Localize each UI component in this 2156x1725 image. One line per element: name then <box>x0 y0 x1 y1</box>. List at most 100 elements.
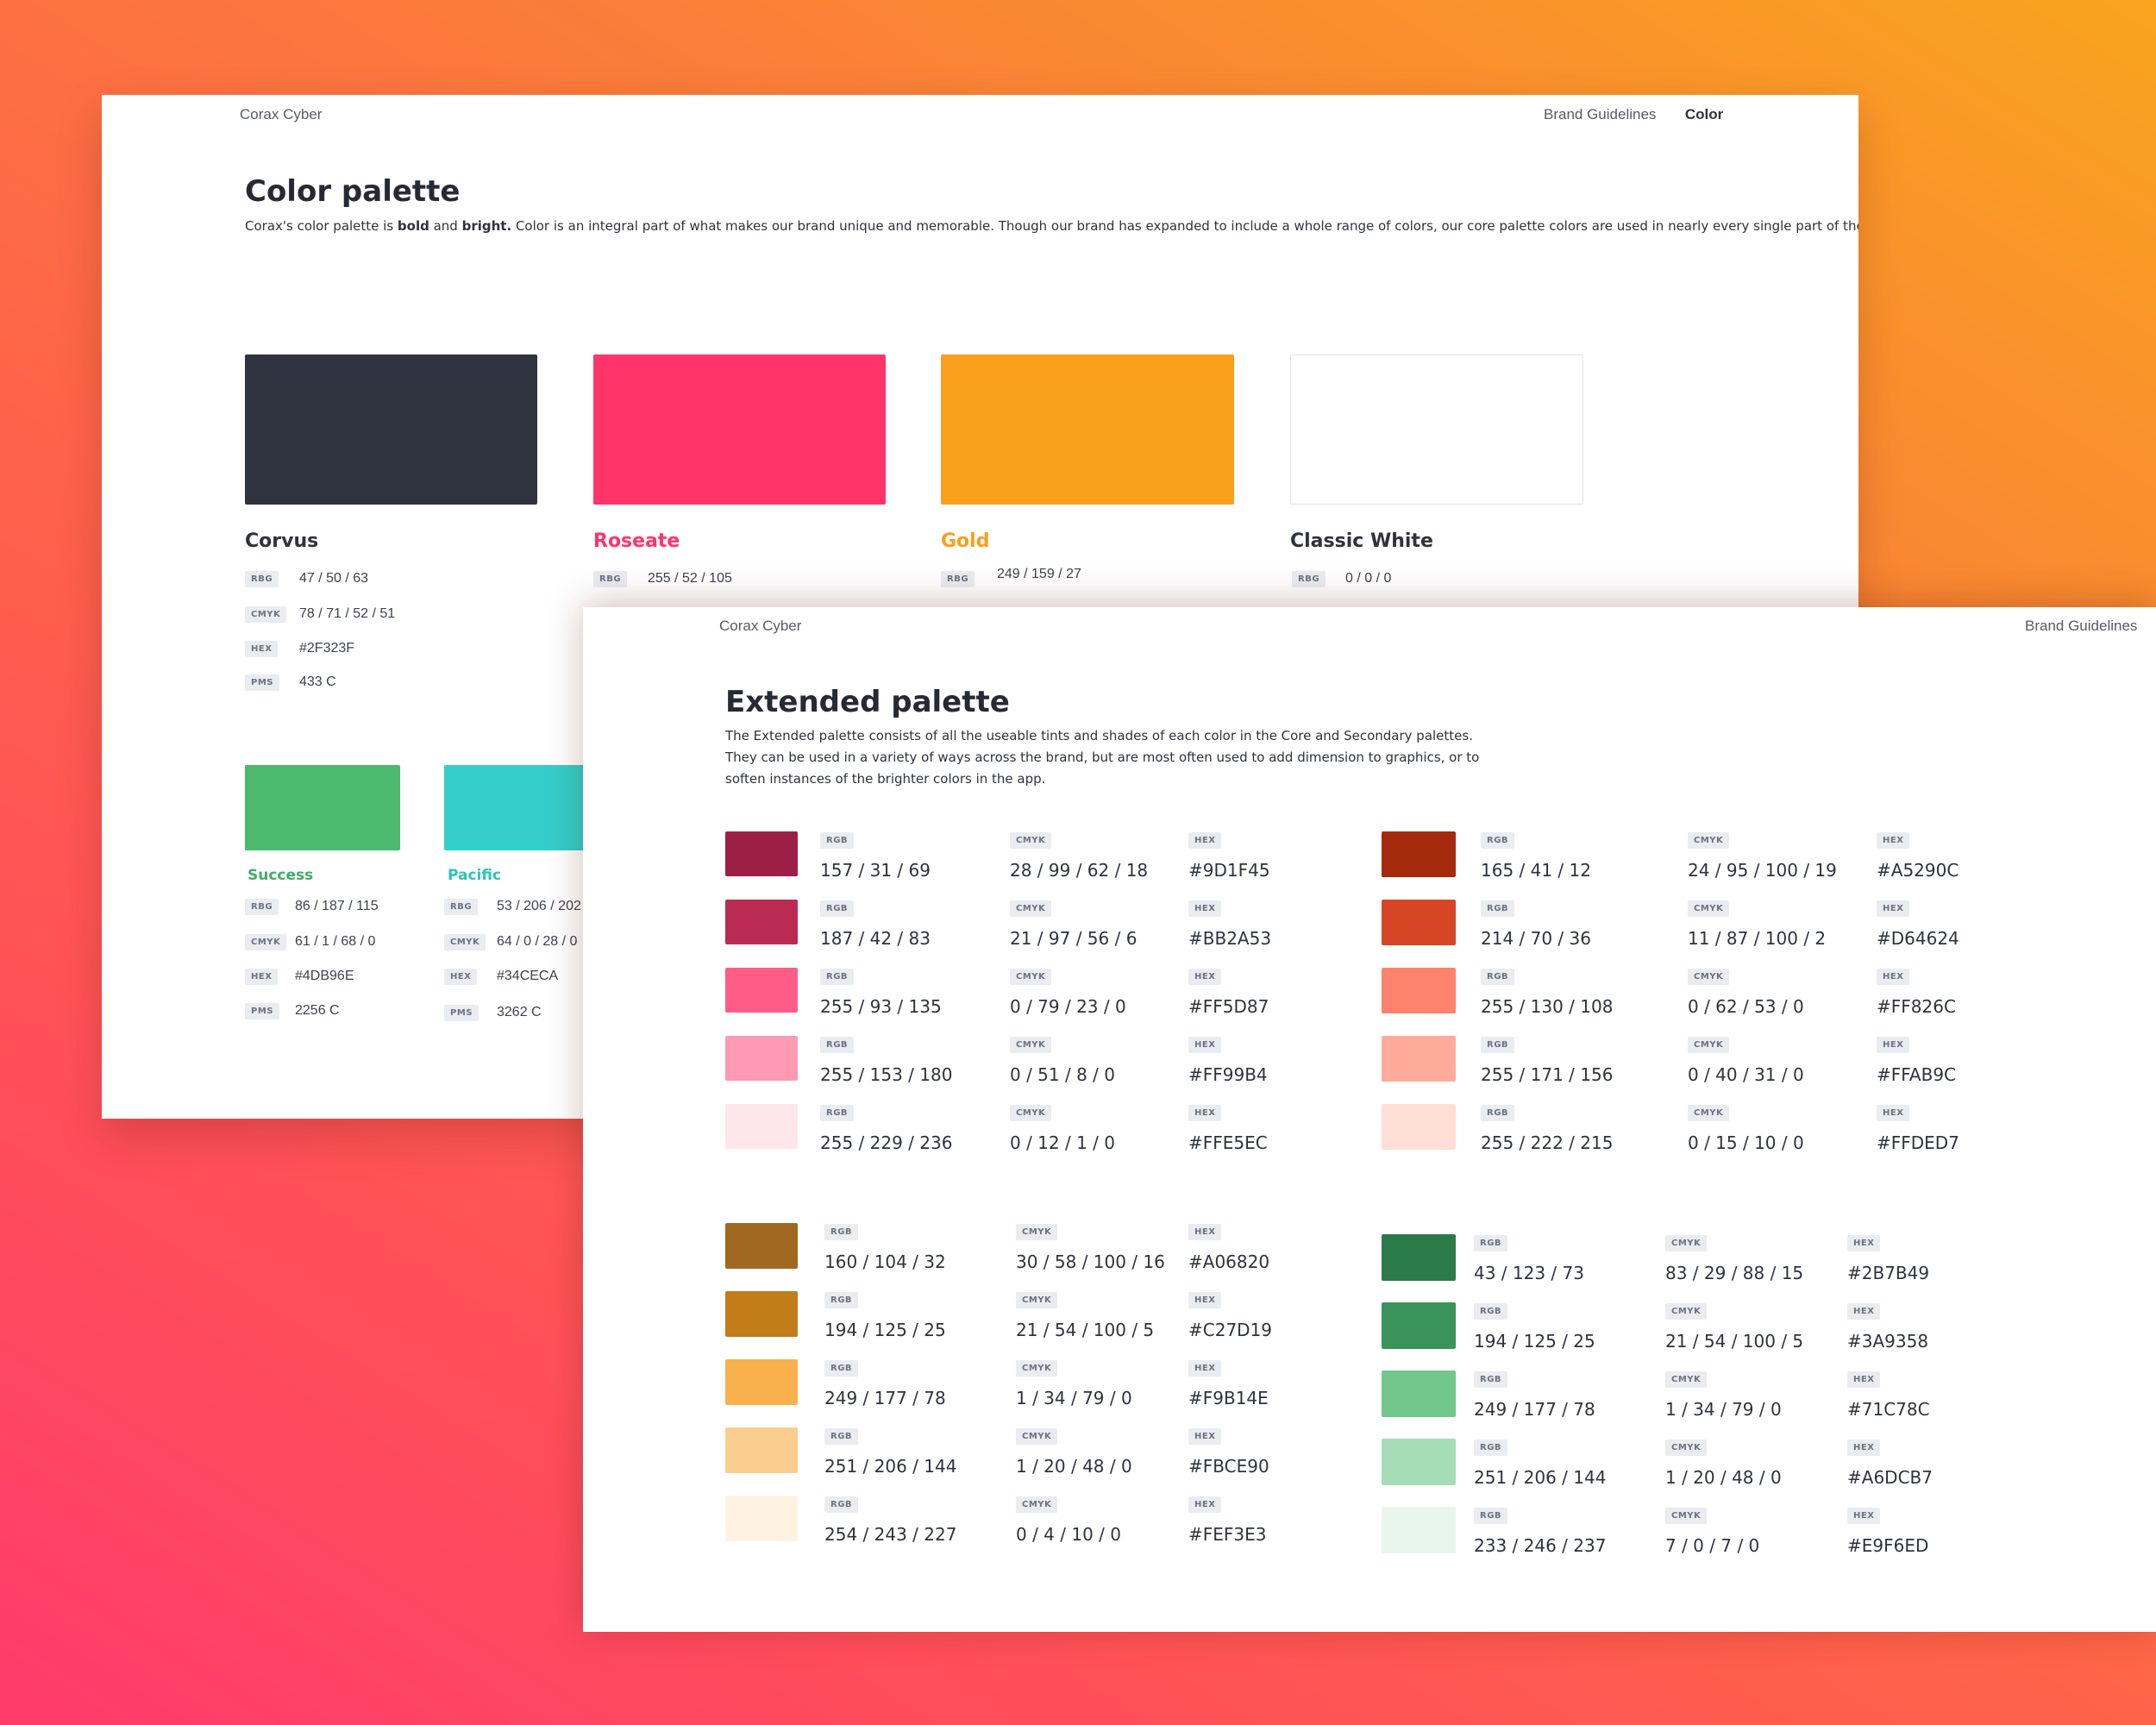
value-cmyk: 0 / 12 / 1 / 0 <box>1010 1132 1115 1153</box>
value-rgb: 255 / 130 / 108 <box>1481 996 1614 1017</box>
swatch-green-2 <box>1382 1302 1456 1349</box>
value-hex: #E9F6ED <box>1847 1535 1929 1556</box>
swatch-pacific <box>444 765 599 850</box>
value-hex: #D64624 <box>1877 928 1959 949</box>
tag-cmyk: CMYK <box>245 606 287 623</box>
tag-rgb: RGB <box>1481 1037 1515 1053</box>
page-title: Extended palette <box>725 685 1010 719</box>
swatch-gold-3 <box>725 1359 798 1405</box>
tag-rgb: RGB <box>1481 900 1515 917</box>
tag-rgb: RGB <box>1474 1371 1508 1388</box>
value-rgb: 255 / 229 / 236 <box>820 1132 953 1153</box>
value-cmyk: 0 / 4 / 10 / 0 <box>1016 1524 1121 1545</box>
value-cmyk: 83 / 29 / 88 / 15 <box>1665 1263 1804 1283</box>
tag-cmyk: CMYK <box>1016 1360 1058 1377</box>
value-rbg: 0 / 0 / 0 <box>1345 571 1392 586</box>
value-hex: #FF99B4 <box>1188 1064 1268 1085</box>
tag-hex: HEX <box>1188 969 1222 985</box>
tag-rbg: RBG <box>245 899 279 915</box>
swatch-roseate-4 <box>725 1036 798 1081</box>
value-cmyk: 21 / 97 / 56 / 6 <box>1010 928 1138 949</box>
nav-brand-guidelines[interactable]: Brand Guidelines <box>1544 106 1657 122</box>
swatch-green-4 <box>1382 1439 1456 1485</box>
tag-rbg: RBG <box>245 571 279 587</box>
tag-rgb: RGB <box>820 900 855 917</box>
value-rbg: 53 / 206 / 202 <box>497 899 581 913</box>
value-cmyk: 0 / 62 / 53 / 0 <box>1688 996 1804 1017</box>
value-pms: 433 C <box>299 674 336 689</box>
swatch-gold-2 <box>725 1291 798 1337</box>
value-rgb: 214 / 70 / 36 <box>1481 928 1591 949</box>
tag-hex: HEX <box>444 969 478 985</box>
intro-bold-1: bold <box>397 218 429 234</box>
swatch-orange-2 <box>1382 900 1456 945</box>
page-title: Color palette <box>245 174 461 209</box>
tag-cmyk: CMYK <box>1010 900 1052 917</box>
value-hex: #A06820 <box>1188 1251 1270 1272</box>
tag-cmyk: CMYK <box>1665 1508 1708 1524</box>
swatch-gold <box>941 354 1234 505</box>
tag-rgb: RGB <box>1481 969 1515 985</box>
value-cmyk: 28 / 99 / 62 / 18 <box>1010 860 1149 881</box>
swatch-roseate-3 <box>725 968 798 1013</box>
value-rgb: 255 / 153 / 180 <box>820 1064 953 1085</box>
core-name-classic-white: Classic White <box>1290 530 1433 552</box>
value-cmyk: 78 / 71 / 52 / 51 <box>299 606 396 621</box>
swatch-orange-5 <box>1382 1104 1456 1150</box>
tag-hex: HEX <box>1188 1428 1222 1445</box>
tag-hex: HEX <box>1877 832 1910 849</box>
swatch-gold-1 <box>725 1223 798 1269</box>
tag-cmyk: CMYK <box>1688 969 1730 985</box>
value-rgb: 251 / 206 / 144 <box>824 1456 957 1477</box>
tag-rgb: RGB <box>1474 1508 1508 1524</box>
tag-cmyk: CMYK <box>1665 1235 1708 1251</box>
tag-rgb: RGB <box>820 1105 855 1121</box>
tag-hex: HEX <box>1877 1037 1910 1053</box>
tag-pms: PMS <box>245 1003 279 1019</box>
value-hex: #2F323F <box>299 641 355 656</box>
value-cmyk: 1 / 20 / 48 / 0 <box>1665 1467 1782 1488</box>
tag-hex: HEX <box>1188 900 1222 917</box>
nav-brand-guidelines[interactable]: Brand Guidelines <box>2025 618 2138 634</box>
tag-rgb: RGB <box>820 1037 855 1053</box>
tag-rgb: RGB <box>1474 1440 1508 1456</box>
tag-cmyk: CMYK <box>1665 1440 1708 1456</box>
value-rgb: 160 / 104 / 32 <box>824 1251 946 1272</box>
tag-cmyk: CMYK <box>1688 1105 1730 1121</box>
tag-cmyk: CMYK <box>1010 1037 1052 1053</box>
tag-cmyk: CMYK <box>1010 832 1052 849</box>
swatch-roseate-1 <box>725 831 798 876</box>
value-hex: #FBCE90 <box>1188 1456 1269 1477</box>
value-hex: #FEF3E3 <box>1188 1524 1267 1545</box>
extended-palette-page: Corax Cyber Brand Guidelines Extended pa… <box>583 607 2156 1632</box>
nav-color[interactable]: Color <box>1684 106 1724 122</box>
core-name-roseate: Roseate <box>593 530 680 552</box>
value-hex: #9D1F45 <box>1188 860 1270 881</box>
value-rbg: 249 / 159 / 27 <box>997 567 1081 581</box>
tag-hex: HEX <box>245 969 279 985</box>
core-name-corvus: Corvus <box>245 530 319 552</box>
tag-pms: PMS <box>245 674 279 691</box>
core-name-gold: Gold <box>941 530 990 552</box>
intro-prefix: Corax's color palette is <box>245 218 398 234</box>
swatch-classic-white <box>1290 354 1583 505</box>
tag-rgb: RGB <box>820 832 855 849</box>
value-rbg: 255 / 52 / 105 <box>648 571 732 586</box>
value-pms: 2256 C <box>295 1003 340 1018</box>
tag-rbg: RBG <box>941 571 975 587</box>
value-cmyk: 61 / 1 / 68 / 0 <box>295 934 376 949</box>
tag-rgb: RGB <box>824 1360 859 1377</box>
value-cmyk: 1 / 34 / 79 / 0 <box>1665 1399 1782 1420</box>
value-cmyk: 0 / 79 / 23 / 0 <box>1010 996 1126 1017</box>
tag-rgb: RGB <box>1474 1235 1508 1251</box>
value-cmyk: 30 / 58 / 100 / 16 <box>1016 1251 1165 1272</box>
tag-hex: HEX <box>1188 1292 1222 1308</box>
value-hex: #C27D19 <box>1188 1320 1273 1340</box>
value-cmyk: 0 / 40 / 31 / 0 <box>1688 1064 1804 1085</box>
value-rgb: 255 / 93 / 135 <box>820 996 942 1017</box>
value-cmyk: 11 / 87 / 100 / 2 <box>1688 928 1827 949</box>
value-hex: #F9B14E <box>1188 1388 1269 1408</box>
intro-mid: and <box>429 218 462 234</box>
swatch-green-1 <box>1382 1234 1456 1281</box>
value-rgb: 157 / 31 / 69 <box>820 860 931 881</box>
